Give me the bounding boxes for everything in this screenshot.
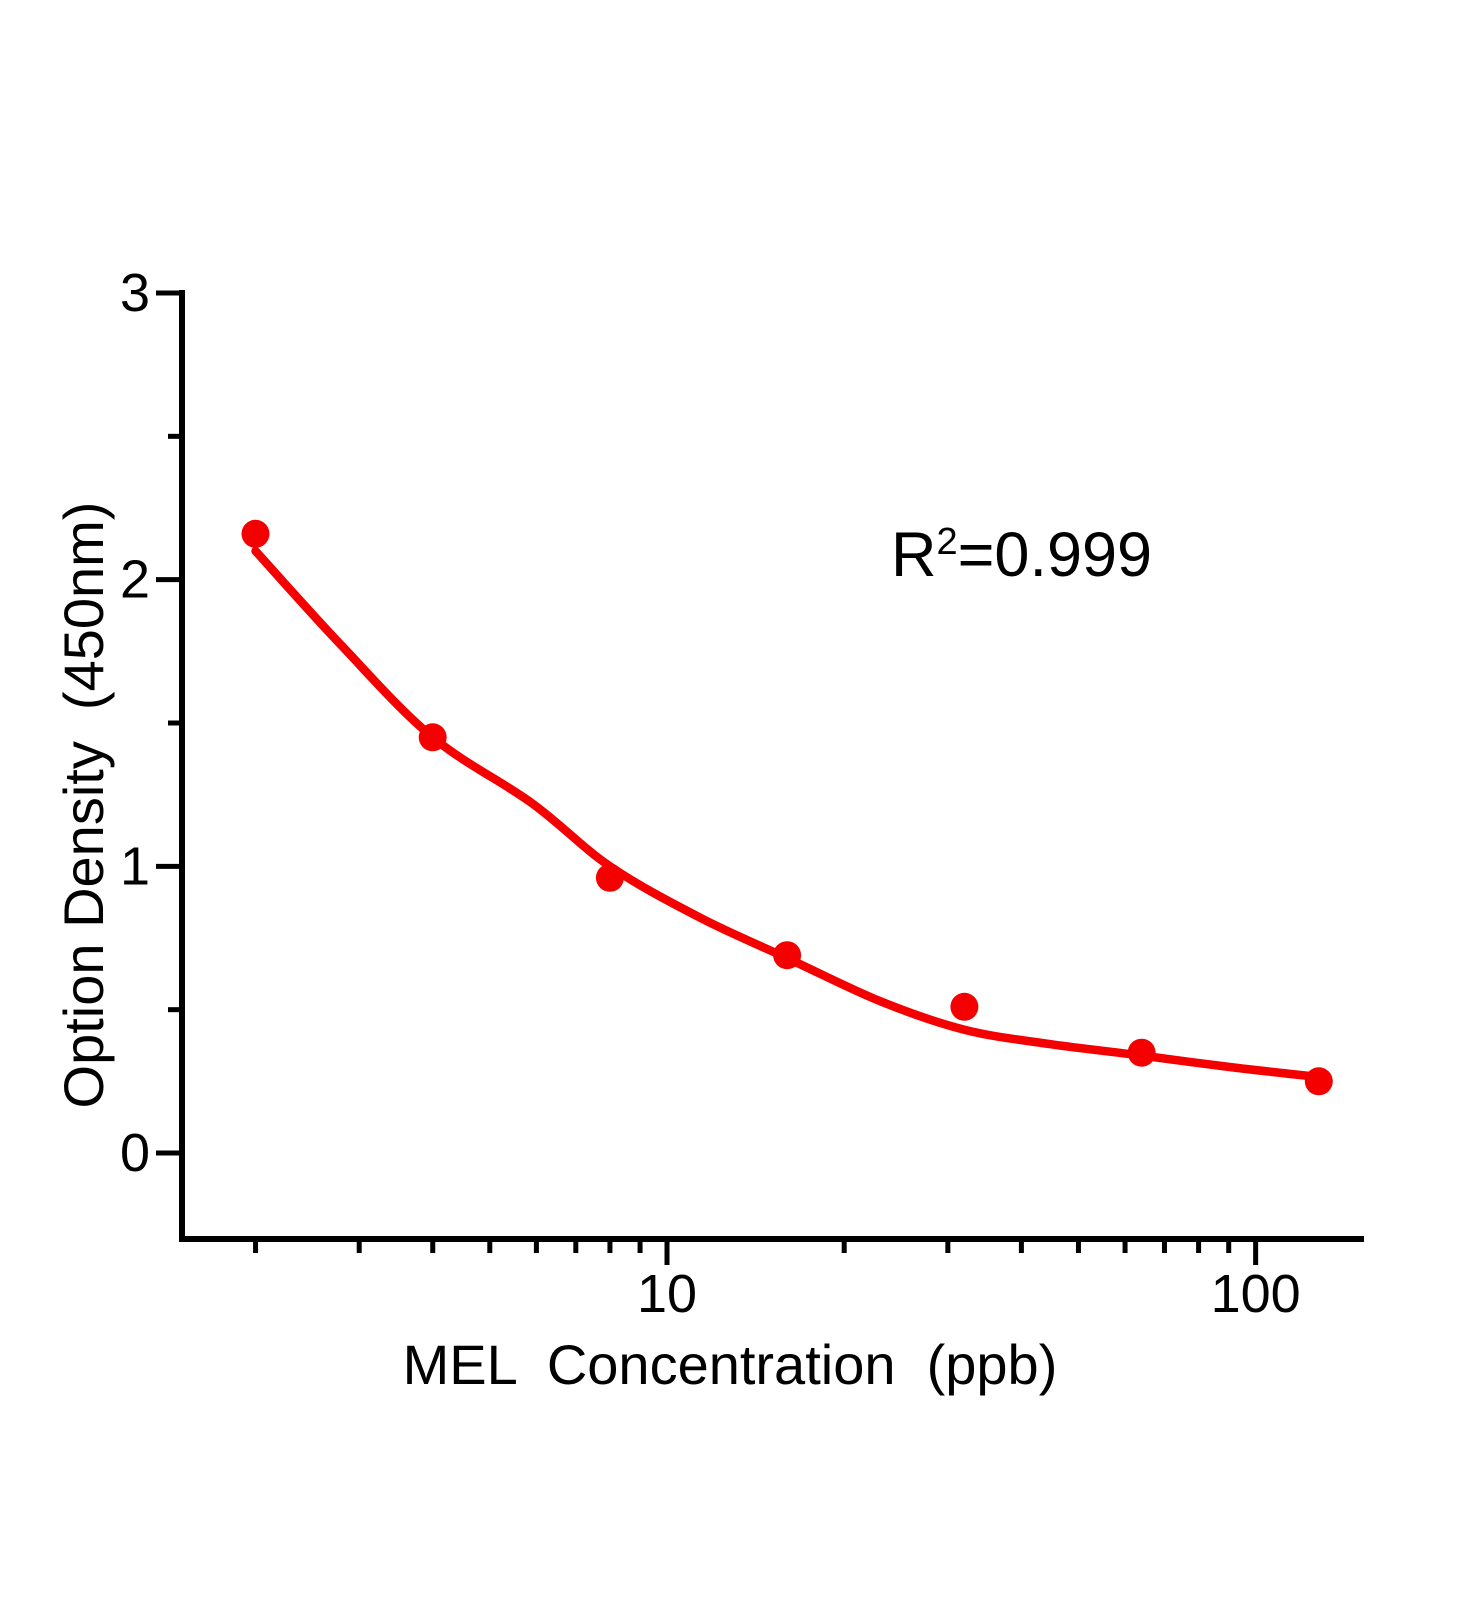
y-tick-label: 1 — [120, 836, 150, 896]
r-squared-exponent: 2 — [936, 521, 958, 563]
axis-spines — [179, 290, 1364, 1242]
data-point — [950, 992, 979, 1021]
r-squared-base: R — [891, 520, 937, 590]
x-tick-label: 100 — [1211, 1264, 1301, 1324]
data-point — [1304, 1067, 1333, 1096]
data-point — [418, 723, 447, 752]
x-tick-label: 10 — [637, 1264, 697, 1324]
fit-curve-line — [251, 546, 1324, 1082]
data-point — [241, 519, 270, 548]
y-tick-label: 2 — [120, 550, 150, 610]
data-point — [773, 941, 802, 970]
data-point — [595, 863, 624, 892]
r-squared-value: =0.999 — [957, 520, 1153, 590]
x-axis-title: MEL Concentration (ppb) — [402, 1333, 1058, 1396]
r-squared-annotation: R2=0.999 — [891, 521, 1152, 587]
y-tick-label: 0 — [120, 1123, 150, 1183]
y-axis-title: Option Density (450nm) — [52, 501, 116, 1109]
y-tick-label: 3 — [120, 263, 150, 323]
data-point — [1127, 1038, 1156, 1067]
